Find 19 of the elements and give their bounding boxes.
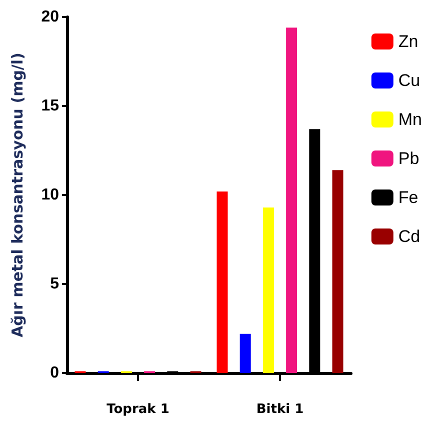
y-tick-label: 20 — [41, 8, 60, 26]
y-tick-label: 0 — [50, 364, 60, 382]
legend-label: Fe — [398, 188, 418, 207]
legend-label: Mn — [398, 110, 422, 129]
y-tick-label: 15 — [41, 98, 60, 114]
legend-label: Cu — [398, 71, 420, 90]
legend-label: Pb — [398, 149, 420, 168]
legend-label: Zn — [398, 32, 418, 51]
legend-label: Cd — [398, 227, 420, 246]
bar — [332, 170, 344, 373]
bar — [216, 191, 228, 373]
bar — [286, 28, 298, 373]
x-tick-label: Toprak 1 — [106, 402, 170, 417]
bar — [262, 207, 274, 373]
x-tick-label: Bitki 1 — [256, 402, 304, 417]
y-tick-label: 5 — [50, 276, 60, 292]
bar — [240, 334, 251, 373]
y-tick-label: 10 — [41, 186, 60, 204]
y-axis-title: Ağır metal konsantrasyonu (mg/l) — [8, 52, 26, 338]
